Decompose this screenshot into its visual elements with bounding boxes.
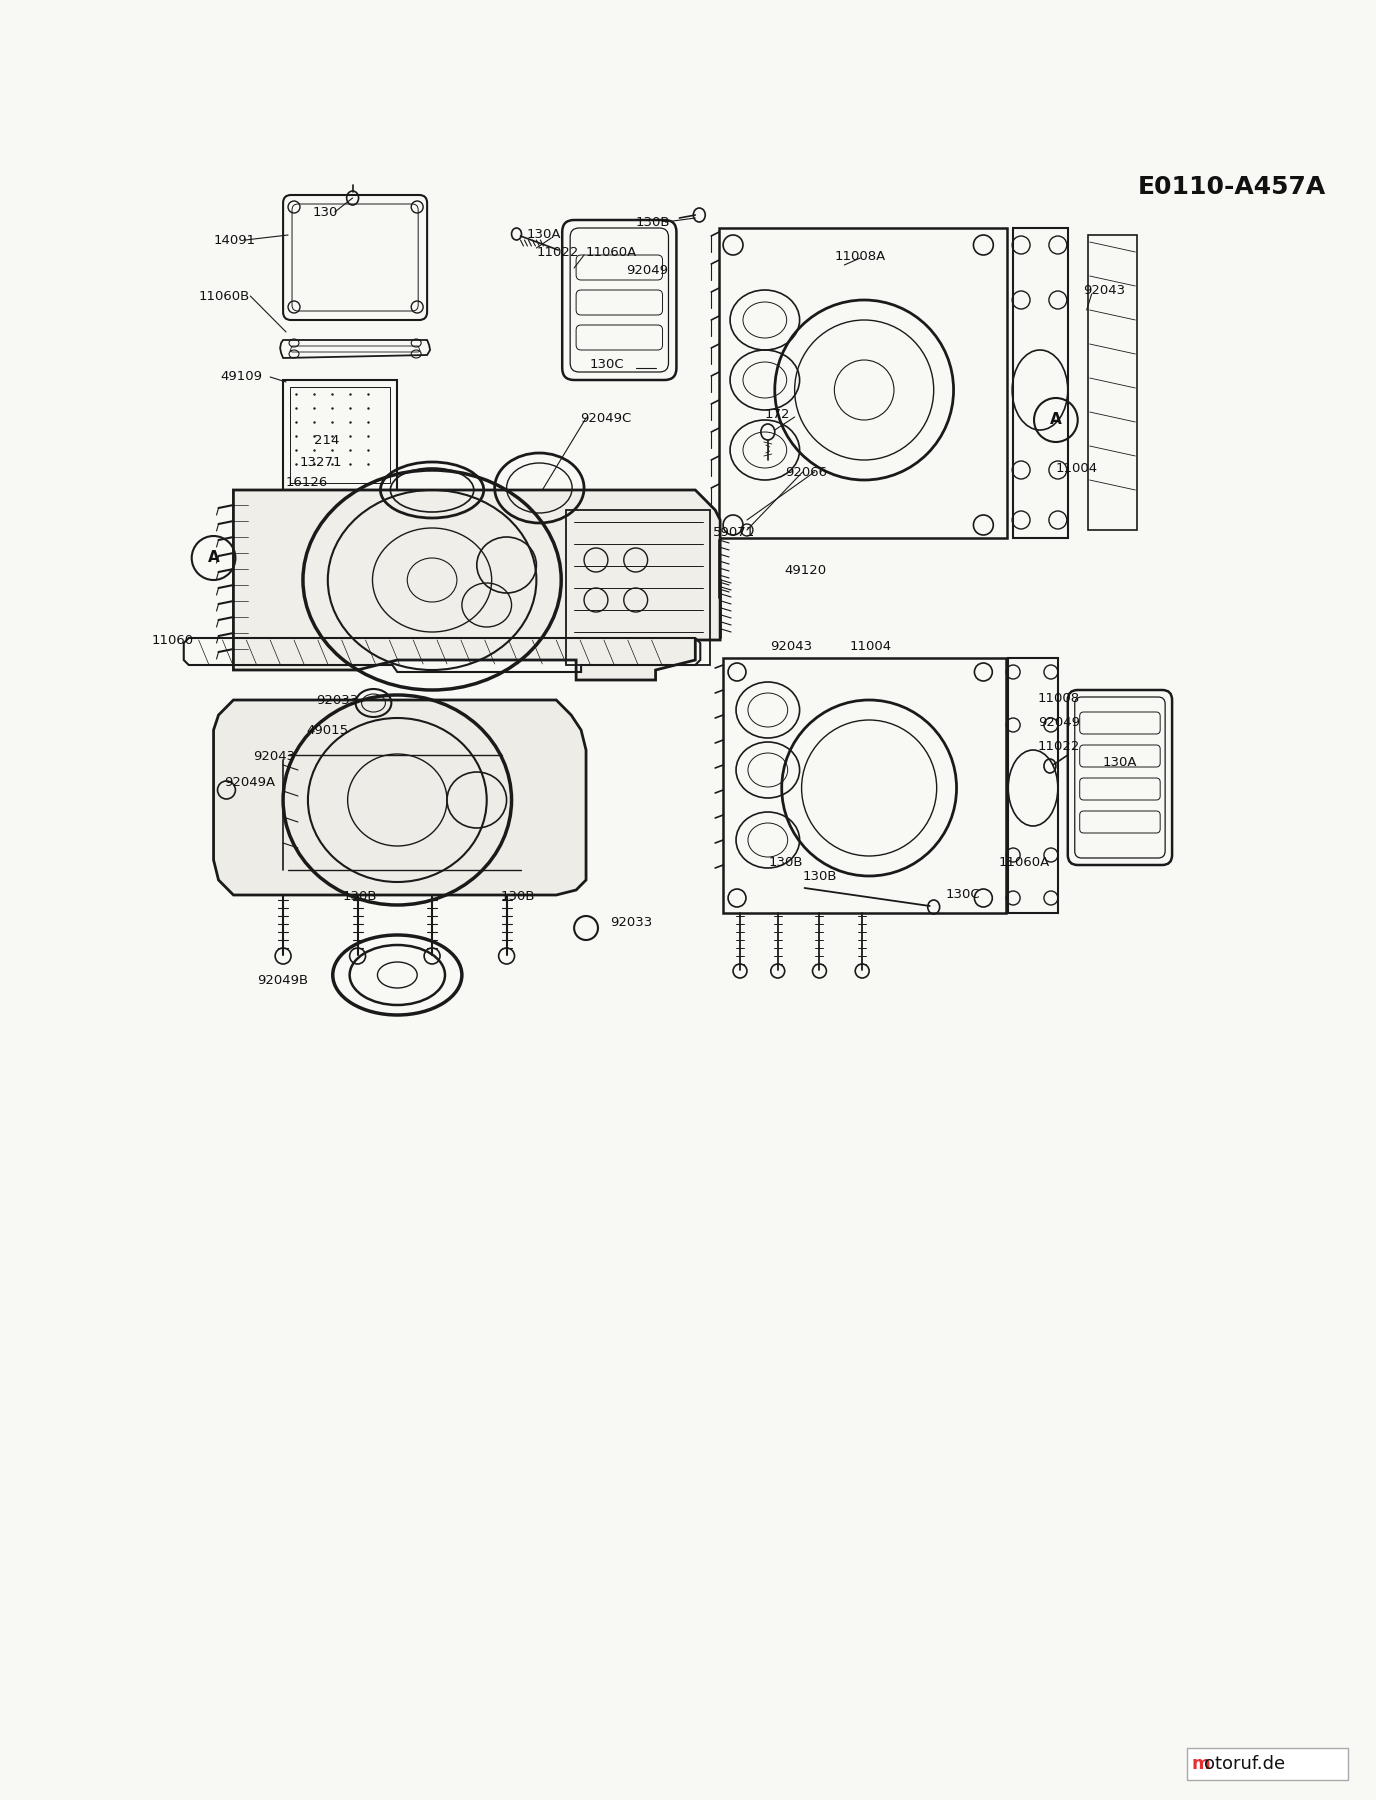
- Text: 11004: 11004: [1055, 461, 1098, 475]
- Text: m: m: [1192, 1755, 1211, 1773]
- Bar: [724, 659, 1006, 913]
- Text: 49120: 49120: [784, 563, 827, 576]
- Text: 172: 172: [765, 409, 790, 421]
- Text: E0110-A457A: E0110-A457A: [1138, 175, 1325, 200]
- Bar: [1009, 659, 1058, 913]
- Text: 130C: 130C: [945, 889, 980, 902]
- Text: 16126: 16126: [285, 477, 327, 490]
- Text: 92033: 92033: [610, 916, 652, 929]
- Text: 92049A: 92049A: [224, 776, 275, 788]
- Text: 92049C: 92049C: [581, 412, 632, 425]
- Text: 130A: 130A: [527, 229, 561, 241]
- Text: 130B: 130B: [343, 891, 377, 904]
- Bar: [720, 229, 1007, 538]
- Bar: [566, 509, 710, 664]
- Bar: [1013, 229, 1068, 538]
- Text: 11008A: 11008A: [834, 250, 886, 263]
- Text: 130A: 130A: [1102, 756, 1137, 769]
- Text: 11060B: 11060B: [198, 290, 250, 302]
- Text: 92049: 92049: [626, 263, 667, 277]
- Text: 11060A: 11060A: [998, 855, 1050, 869]
- Text: 214: 214: [314, 434, 340, 448]
- Text: 92066: 92066: [784, 466, 827, 479]
- Text: 11022: 11022: [537, 245, 579, 259]
- Text: 11008: 11008: [1038, 691, 1080, 704]
- Text: 130B: 130B: [501, 891, 535, 904]
- Text: 92043: 92043: [253, 749, 296, 763]
- Bar: [1187, 1748, 1348, 1780]
- Text: 92049B: 92049B: [257, 974, 308, 986]
- Text: 130B: 130B: [636, 216, 670, 229]
- Bar: [1087, 236, 1138, 529]
- Text: 11060: 11060: [151, 634, 194, 646]
- Text: 11022: 11022: [1038, 740, 1080, 752]
- Text: 49109: 49109: [220, 371, 263, 383]
- Polygon shape: [234, 490, 720, 680]
- Text: 130B: 130B: [769, 855, 804, 869]
- Text: 14091: 14091: [213, 234, 256, 247]
- Text: 130C: 130C: [590, 358, 625, 371]
- Text: 130B: 130B: [802, 869, 837, 882]
- Bar: [283, 380, 398, 490]
- Text: otoruf.de: otoruf.de: [1204, 1755, 1285, 1773]
- Text: 49015: 49015: [305, 724, 348, 736]
- Text: 11004: 11004: [849, 641, 892, 653]
- Text: 92033: 92033: [316, 693, 358, 706]
- Text: 59071: 59071: [713, 526, 755, 540]
- Bar: [290, 387, 391, 482]
- Text: A: A: [208, 551, 219, 565]
- Text: 13271: 13271: [300, 457, 343, 470]
- Text: 92043: 92043: [1083, 283, 1124, 297]
- Text: 92043: 92043: [769, 641, 812, 653]
- Text: 11060A: 11060A: [586, 245, 637, 259]
- Text: 92049: 92049: [1038, 715, 1080, 729]
- Text: 130: 130: [312, 205, 338, 218]
- Text: A: A: [1050, 412, 1062, 428]
- Polygon shape: [213, 700, 586, 895]
